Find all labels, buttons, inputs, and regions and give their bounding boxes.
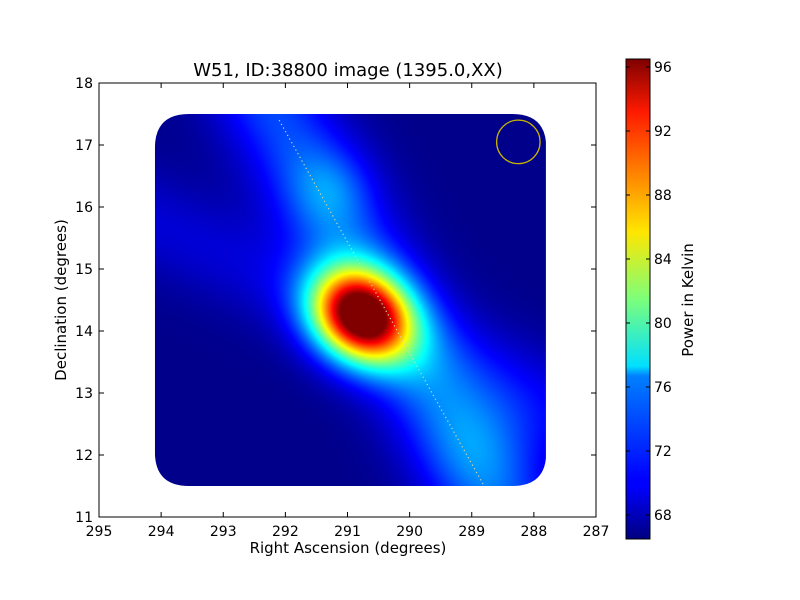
plot-area: 295 294 293 292 291 290 289 288 287 11 12 13 14 15 16… xyxy=(75,76,609,540)
colorbar-tick-label: 72 xyxy=(654,444,672,460)
y-tick-label: 16 xyxy=(75,200,93,216)
colorbar-tick-label: 84 xyxy=(654,252,672,268)
y-axis-ticks: 11 12 13 14 15 16 17 18 xyxy=(75,76,596,526)
beam-circle-group xyxy=(495,119,541,165)
colorbar-frame xyxy=(625,58,651,540)
colorbar-gradient xyxy=(626,59,650,539)
heatmap-image xyxy=(154,114,546,486)
x-tick-label: 291 xyxy=(334,524,361,540)
y-tick-label: 12 xyxy=(75,448,93,464)
colorbar-tick-label: 92 xyxy=(654,124,672,140)
ridge-line xyxy=(278,119,485,487)
x-axis-title: Right Ascension (degrees) xyxy=(250,539,447,557)
x-axis-ticks: 295 294 293 292 291 290 289 288 287 xyxy=(86,83,610,540)
colorbar-tick-label: 88 xyxy=(654,188,672,204)
chart-title: W51, ID:38800 image (1395.0,XX) xyxy=(193,60,503,81)
x-tick-label: 294 xyxy=(148,524,175,540)
colorbar-tick-label: 80 xyxy=(654,316,672,332)
x-tick-label: 290 xyxy=(396,524,423,540)
colorbar-tick-label: 76 xyxy=(654,380,672,396)
y-tick-label: 15 xyxy=(75,262,93,278)
colorbar-label: Power in Kelvin xyxy=(679,243,697,357)
y-tick-label: 11 xyxy=(75,510,93,526)
y-tick-label: 14 xyxy=(75,324,93,340)
y-tick-label: 17 xyxy=(75,138,93,154)
x-tick-label: 295 xyxy=(86,524,113,540)
colorbar: 68 72 76 80 84 88 92 96 Power in Kelvin xyxy=(625,58,697,540)
colorbar-ticks: 68 72 76 80 84 88 92 96 xyxy=(626,60,672,524)
x-tick-label: 293 xyxy=(210,524,237,540)
x-tick-label: 288 xyxy=(521,524,548,540)
ridge-dotted-line xyxy=(278,119,485,487)
y-axis-title: Declination (degrees) xyxy=(52,219,70,381)
colorbar-tick-label: 68 xyxy=(654,508,672,524)
x-tick-label: 292 xyxy=(272,524,299,540)
beam-circle xyxy=(495,119,541,165)
x-tick-label: 289 xyxy=(458,524,485,540)
x-tick-label: 287 xyxy=(583,524,610,540)
y-tick-label: 18 xyxy=(75,76,93,92)
y-tick-label: 13 xyxy=(75,386,93,402)
colorbar-tick-label: 96 xyxy=(654,60,672,76)
